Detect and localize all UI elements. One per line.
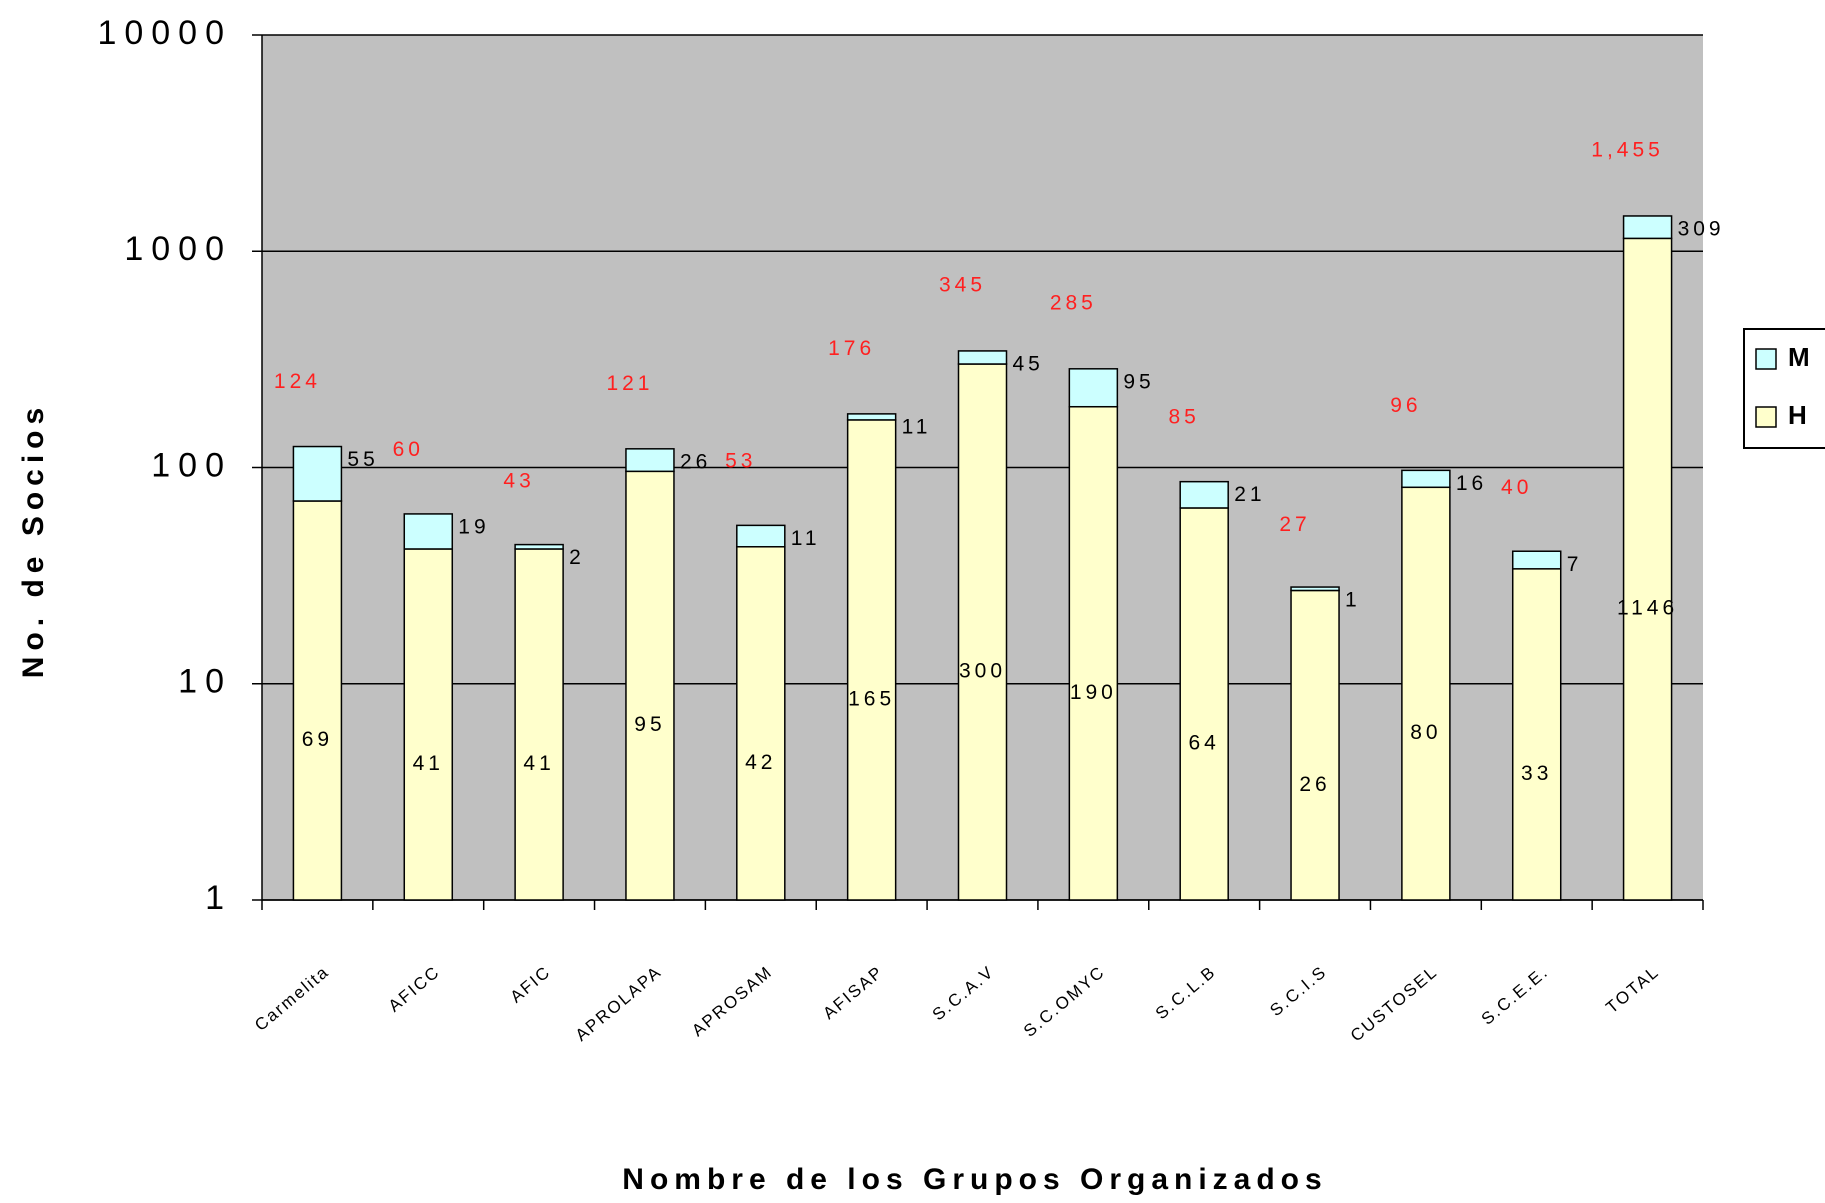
total-label: 53 <box>725 450 756 473</box>
total-label: 285 <box>1050 292 1097 315</box>
legend-swatch <box>1755 406 1777 428</box>
total-label: 121 <box>606 372 653 395</box>
x-tick-label: CUSTOSEL <box>1347 962 1441 1046</box>
bar-segment <box>1511 550 1562 570</box>
m-value-label: 11 <box>791 527 821 550</box>
y-tick-label: 10000 <box>97 14 232 52</box>
m-value-label: 16 <box>1456 472 1487 495</box>
bar-segment <box>1068 368 1119 408</box>
y-tick-label: 10 <box>178 663 232 701</box>
h-value-label: 26 <box>1299 773 1330 796</box>
bar-segment <box>514 548 564 901</box>
bar-segment <box>514 543 564 550</box>
h-value-label: 1146 <box>1617 597 1678 620</box>
total-label: 85 <box>1169 405 1200 428</box>
y-tick-label: 100 <box>151 446 232 484</box>
bar-segment <box>625 448 675 473</box>
bar-segment <box>1511 568 1562 901</box>
total-label: 96 <box>1390 394 1421 417</box>
bar-segment <box>1179 507 1229 901</box>
h-value-label: 42 <box>745 751 776 774</box>
bar-segment <box>736 546 786 901</box>
m-value-label: 309 <box>1678 218 1725 241</box>
m-value-label: 55 <box>347 448 378 471</box>
legend-box <box>1743 328 1825 449</box>
bar-segment <box>957 350 1008 365</box>
m-value-label: 11 <box>902 415 932 438</box>
y-axis-title: No. de Socios <box>17 402 50 678</box>
m-value-label: 26 <box>680 450 711 473</box>
total-label: 27 <box>1279 513 1310 536</box>
h-value-label: 95 <box>634 713 665 736</box>
total-label: 40 <box>1501 476 1532 499</box>
m-value-label: 2 <box>569 546 585 569</box>
bar-segment <box>403 513 454 550</box>
x-tick-label: APROSAM <box>688 962 776 1040</box>
x-tick-label: S.C.E.E. <box>1478 962 1552 1029</box>
h-value-label: 80 <box>1410 721 1441 744</box>
y-tick-label: 1 <box>205 879 232 917</box>
x-tick-label: AFISAP <box>819 962 887 1023</box>
bar-segment <box>846 413 897 421</box>
total-label: 43 <box>503 469 534 492</box>
bar-segment <box>1068 405 1119 901</box>
total-label: 345 <box>939 274 986 297</box>
total-label: 176 <box>828 337 875 360</box>
bar-segment <box>292 445 343 502</box>
h-value-label: 64 <box>1189 732 1220 755</box>
m-value-label: 19 <box>458 515 489 538</box>
h-value-label: 69 <box>302 728 333 751</box>
bar-segment <box>846 419 897 901</box>
m-value-label: 1 <box>1345 589 1361 612</box>
m-value-label: 95 <box>1123 370 1154 393</box>
bar-segment <box>736 524 786 548</box>
bar-segment <box>957 363 1008 901</box>
x-tick-label: Carmelita <box>251 962 333 1035</box>
legend-label: H <box>1788 400 1807 430</box>
bar-segment <box>625 470 675 901</box>
bar-segment <box>1401 486 1451 901</box>
h-value-label: 33 <box>1521 762 1552 785</box>
x-axis-title: Nombre de los Grupos Organizados <box>622 1163 1327 1196</box>
x-tick-label: AFIC <box>507 962 555 1007</box>
bar-segment <box>1401 469 1451 489</box>
x-tick-label: TOTAL <box>1602 962 1663 1017</box>
legend-label: M <box>1788 342 1810 372</box>
bar-segment <box>1290 586 1340 592</box>
total-label: 124 <box>274 370 321 393</box>
h-value-label: 165 <box>848 687 895 710</box>
total-label: 60 <box>393 438 424 461</box>
bar-segment <box>292 500 343 901</box>
m-value-label: 45 <box>1013 352 1044 375</box>
legend-swatch <box>1755 348 1777 370</box>
total-label: 1,455 <box>1591 139 1664 162</box>
x-tick-label: APROLAPA <box>572 962 666 1045</box>
h-value-label: 41 <box>523 752 554 775</box>
x-tick-label: AFICC <box>385 962 444 1016</box>
m-value-label: 21 <box>1234 483 1265 506</box>
h-value-label: 190 <box>1070 681 1117 704</box>
x-tick-label: S.C.I.S <box>1266 962 1330 1020</box>
bar-segment <box>403 548 454 901</box>
x-tick-label: S.C.OMYC <box>1020 962 1109 1041</box>
x-tick-label: S.C.L.B <box>1152 962 1220 1023</box>
h-value-label: 41 <box>413 752 444 775</box>
x-tick-label: S.C.A.V <box>929 962 998 1024</box>
h-value-label: 300 <box>959 660 1006 683</box>
bar-segment <box>1179 480 1229 509</box>
m-value-label: 7 <box>1567 553 1583 576</box>
bar-segment <box>1622 237 1673 901</box>
y-tick-label: 1000 <box>124 230 232 268</box>
bar-segment <box>1290 589 1340 901</box>
bar-segment <box>1622 215 1673 240</box>
